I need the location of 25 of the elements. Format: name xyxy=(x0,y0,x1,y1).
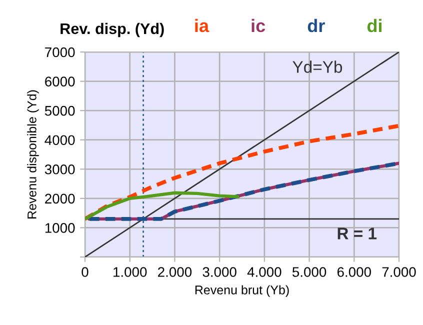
x-tick-label: 2.000 xyxy=(158,267,192,277)
line-series xyxy=(85,191,240,221)
x-tick-label: 7.000 xyxy=(382,267,416,277)
x-tick-label: 6.000 xyxy=(337,267,371,277)
x-tick-label: 1.000 xyxy=(114,267,147,277)
x-tick-label: 0 xyxy=(82,267,88,277)
text: ia xyxy=(195,18,210,32)
annotation: R = 1 xyxy=(338,228,377,240)
y-axis-title: Revenu disponible (Yd) xyxy=(27,90,39,218)
y-tick-label: 3000 xyxy=(44,164,75,174)
x-tick-label: 4.000 xyxy=(247,267,282,277)
x-axis-title: Revenu brut (Yb) xyxy=(195,285,289,297)
chart-title: Rev. disp. (Yd) xyxy=(60,22,164,38)
text: ic xyxy=(252,18,266,32)
y-tick-label: 2000 xyxy=(45,194,75,204)
text: dr xyxy=(308,18,325,32)
y-tick-label: 5000 xyxy=(44,106,75,116)
y-tick-label: 6000 xyxy=(45,76,75,86)
y-tick-label: 1000 xyxy=(45,223,75,233)
x-tick-label: 5.000 xyxy=(292,267,326,277)
x-tick-label: 3.000 xyxy=(202,267,236,277)
text: di xyxy=(367,18,382,32)
annotation: Yd=Yb xyxy=(292,60,342,73)
y-tick-label: 4000 xyxy=(44,135,75,146)
y-tick-label: 7000 xyxy=(45,47,75,58)
